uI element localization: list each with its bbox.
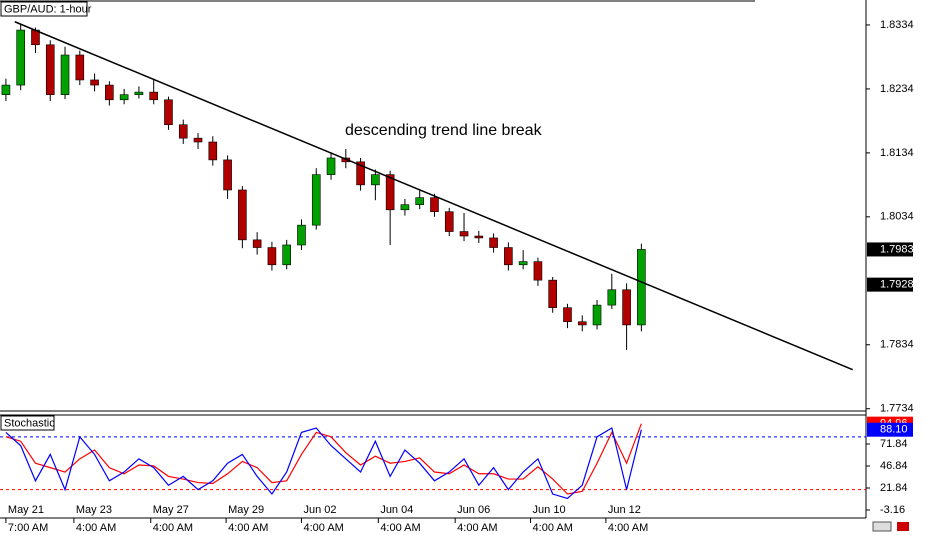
candle-body bbox=[60, 54, 70, 95]
candle-body bbox=[563, 307, 572, 323]
x-tick-label: May 29 bbox=[228, 504, 264, 516]
candle-body bbox=[311, 174, 321, 226]
y-tick-label: 1.8034 bbox=[880, 211, 914, 223]
x-tick-label: 4:00 AM bbox=[228, 522, 268, 534]
x-tick-label: 4:00 AM bbox=[153, 522, 193, 534]
candle-body bbox=[371, 174, 380, 186]
chart-title: GBP/AUD: 1-hour bbox=[4, 3, 92, 15]
y-tick-label: 46.84 bbox=[880, 460, 908, 472]
close-icon[interactable] bbox=[897, 522, 909, 531]
candle-body bbox=[238, 189, 247, 241]
price-marker bbox=[867, 277, 913, 292]
y-tick-label: 71.84 bbox=[880, 438, 908, 450]
candle-body bbox=[489, 237, 498, 248]
price-marker-label: 1.7928 bbox=[880, 279, 914, 291]
x-tick-label: May 27 bbox=[153, 504, 189, 516]
y-tick-label: 1.7734 bbox=[880, 403, 914, 415]
price-marker-label: 1.7983 bbox=[880, 243, 914, 255]
trend-line bbox=[14, 21, 853, 371]
value-marker bbox=[867, 422, 913, 437]
y-tick-label: 21.84 bbox=[880, 482, 908, 494]
candle-body bbox=[356, 161, 365, 186]
candle-body bbox=[75, 54, 85, 81]
x-tick-label: May 23 bbox=[76, 504, 112, 516]
candle-body bbox=[326, 157, 336, 175]
candle-body bbox=[252, 239, 262, 248]
candle-body bbox=[1, 84, 11, 95]
x-tick-label: Jun 04 bbox=[380, 504, 413, 516]
candle-body bbox=[592, 304, 602, 326]
candle-body bbox=[149, 91, 158, 101]
annotation: descending trend line break bbox=[345, 122, 543, 139]
x-tick-label: 4:00 AM bbox=[380, 522, 420, 534]
candle-body bbox=[119, 94, 129, 101]
candle-body bbox=[444, 211, 454, 232]
x-tick-label: Jun 06 bbox=[457, 504, 490, 516]
x-tick-label: Jun 02 bbox=[303, 504, 336, 516]
candle-body bbox=[430, 197, 439, 213]
candle-body bbox=[164, 99, 173, 126]
candle-body bbox=[208, 141, 218, 161]
candle-body bbox=[504, 247, 513, 266]
candle-body bbox=[474, 235, 484, 239]
candle-body bbox=[134, 91, 144, 95]
candle-body bbox=[193, 137, 203, 143]
candle-body bbox=[415, 197, 424, 205]
x-tick-label: 7:00 AM bbox=[8, 522, 48, 534]
candle-body bbox=[297, 224, 306, 246]
y-tick-label: 1.8134 bbox=[880, 147, 914, 159]
scroll-icon[interactable] bbox=[872, 521, 892, 532]
y-tick-label: 1.8234 bbox=[880, 83, 914, 95]
y-tick-label: 1.7834 bbox=[880, 339, 914, 351]
candle-body bbox=[267, 247, 277, 266]
candle-body bbox=[223, 159, 232, 191]
x-tick-label: May 21 bbox=[8, 504, 44, 516]
x-tick-label: 4:00 AM bbox=[76, 522, 116, 534]
indicator-line bbox=[5, 427, 642, 500]
candle-body bbox=[178, 124, 188, 139]
y-tick-label: -3.16 bbox=[880, 504, 905, 516]
price-marker bbox=[867, 242, 913, 257]
candle-body bbox=[90, 79, 99, 86]
candle-body bbox=[16, 29, 25, 86]
candle-body bbox=[282, 244, 291, 266]
value-marker-label: 88.10 bbox=[880, 424, 908, 436]
candle-body bbox=[518, 261, 528, 266]
y-tick-label: 1.8334 bbox=[880, 19, 914, 31]
candle-body bbox=[45, 44, 55, 95]
candle-body bbox=[400, 204, 410, 211]
candle-body bbox=[548, 279, 558, 308]
candle-body bbox=[105, 84, 114, 101]
candle-body bbox=[607, 289, 617, 306]
x-tick-label: 4:00 AM bbox=[457, 522, 497, 534]
indicator-title-box bbox=[0, 415, 55, 431]
indicator-title: Stochastic bbox=[4, 417, 55, 429]
candle-body bbox=[622, 289, 631, 326]
candle-body bbox=[637, 249, 646, 326]
indicator-line bbox=[5, 423, 642, 495]
candle-body bbox=[385, 174, 395, 211]
x-tick-label: 4:00 AM bbox=[303, 522, 343, 534]
x-tick-label: Jun 10 bbox=[533, 504, 566, 516]
x-tick-label: Jun 12 bbox=[608, 504, 641, 516]
x-tick-label: 4:00 AM bbox=[533, 522, 573, 534]
candle-body bbox=[533, 261, 543, 281]
candle-body bbox=[577, 321, 587, 326]
candle-body bbox=[459, 231, 469, 237]
x-tick-label: 4:00 AM bbox=[608, 522, 648, 534]
title-box bbox=[0, 1, 88, 17]
